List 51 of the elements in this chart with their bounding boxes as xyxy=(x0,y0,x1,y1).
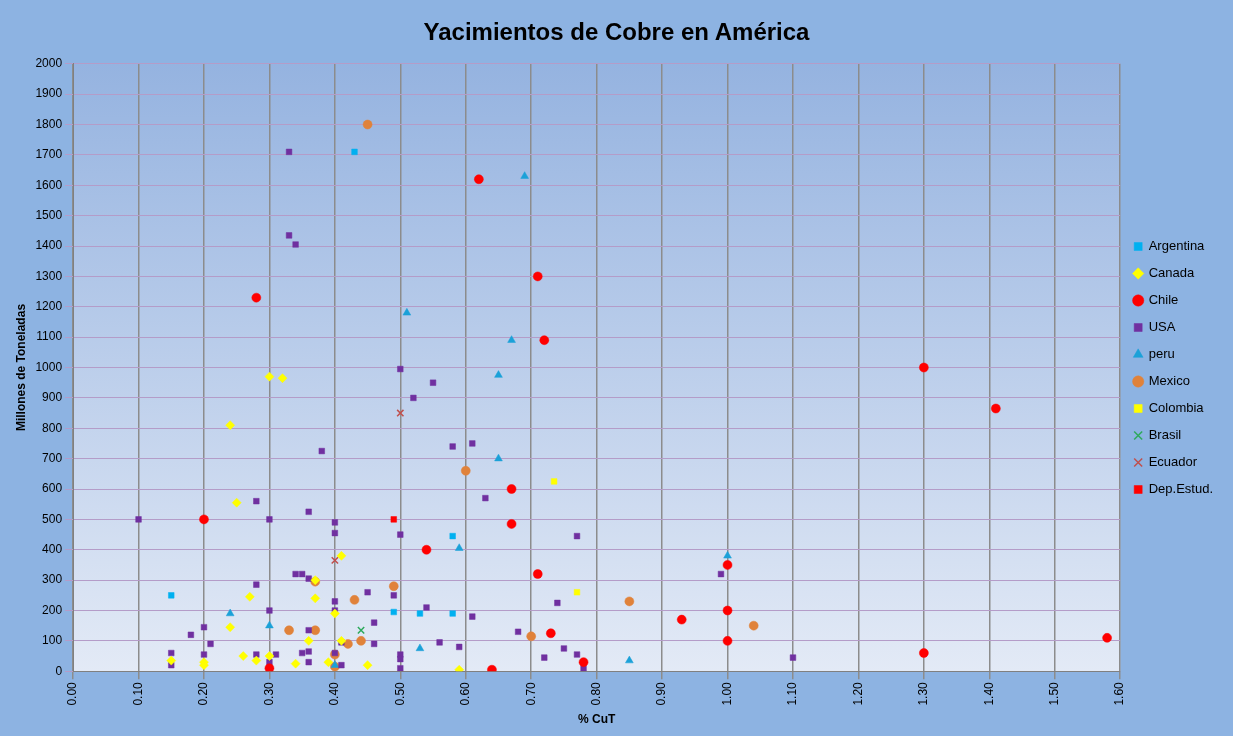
legend-label: Ecuador xyxy=(1148,454,1198,470)
y-tick-label: 2000 xyxy=(35,56,63,71)
x-tick-label: 0.50 xyxy=(392,681,407,706)
x-tick-label: 1.10 xyxy=(785,681,800,706)
x-tick-label: 0.60 xyxy=(458,681,473,706)
legend-label: Canada xyxy=(1148,265,1195,281)
x-tick-label: 0.90 xyxy=(654,681,669,706)
y-tick-label: 1700 xyxy=(35,147,63,162)
x-tick-label: 0.10 xyxy=(130,681,145,706)
x-tick-label: 1.30 xyxy=(916,681,931,706)
y-tick-label: 700 xyxy=(42,450,63,465)
legend-label: Argentina xyxy=(1148,238,1206,254)
y-tick-label: 1000 xyxy=(35,359,63,374)
y-tick-label: 1900 xyxy=(35,86,63,101)
x-tick-label: 1.20 xyxy=(850,681,865,706)
x-tick-label: 0.00 xyxy=(65,681,80,706)
x-tick-label: 1.00 xyxy=(719,681,734,706)
y-tick-label: 1400 xyxy=(35,238,63,253)
y-tick-label: 800 xyxy=(42,420,63,435)
x-tick-label: 1.50 xyxy=(1047,681,1062,706)
legend-label: Chile xyxy=(1148,292,1179,308)
x-tick-label: 0.30 xyxy=(261,681,276,706)
x-tick-label: 0.20 xyxy=(196,681,211,706)
x-tick-label: 0.70 xyxy=(523,681,538,706)
legend-label: peru xyxy=(1148,346,1175,362)
legend-label: USA xyxy=(1148,319,1176,335)
y-tick-label: 900 xyxy=(42,390,63,405)
y-tick-label: 400 xyxy=(42,542,63,557)
y-tick-label: 1600 xyxy=(35,177,63,192)
legend-label: Mexico xyxy=(1148,373,1190,389)
legend-label: Colombia xyxy=(1148,400,1205,416)
y-tick-label: 1300 xyxy=(35,268,63,283)
legend-label: Dep.Estud. xyxy=(1148,481,1214,497)
legend-label: Brasil xyxy=(1148,427,1182,443)
y-tick-label: 1200 xyxy=(35,299,63,314)
x-tick-label: 1.60 xyxy=(1112,681,1127,706)
y-tick-label: 1500 xyxy=(35,207,63,222)
y-tick-label: 600 xyxy=(42,481,63,496)
y-tick-label: 500 xyxy=(42,511,63,526)
x-axis-title: % CuT xyxy=(577,712,616,727)
y-tick-label: 0 xyxy=(55,663,63,678)
x-tick-label: 0.80 xyxy=(588,681,603,706)
y-tick-label: 300 xyxy=(42,572,63,587)
y-axis-title: Millones de Toneladas xyxy=(13,303,28,432)
y-tick-label: 1100 xyxy=(36,329,63,344)
x-tick-label: 0.40 xyxy=(327,681,342,706)
y-tick-label: 1800 xyxy=(35,116,63,131)
chart-title: Yacimientos de Cobre en América xyxy=(423,18,811,46)
y-tick-label: 100 xyxy=(42,633,63,648)
y-tick-label: 200 xyxy=(42,602,63,617)
x-tick-label: 1.40 xyxy=(981,681,996,706)
